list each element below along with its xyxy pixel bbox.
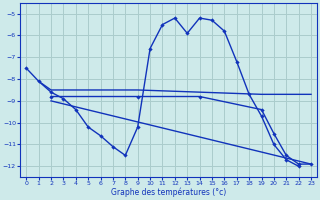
- X-axis label: Graphe des températures (°c): Graphe des températures (°c): [111, 188, 226, 197]
